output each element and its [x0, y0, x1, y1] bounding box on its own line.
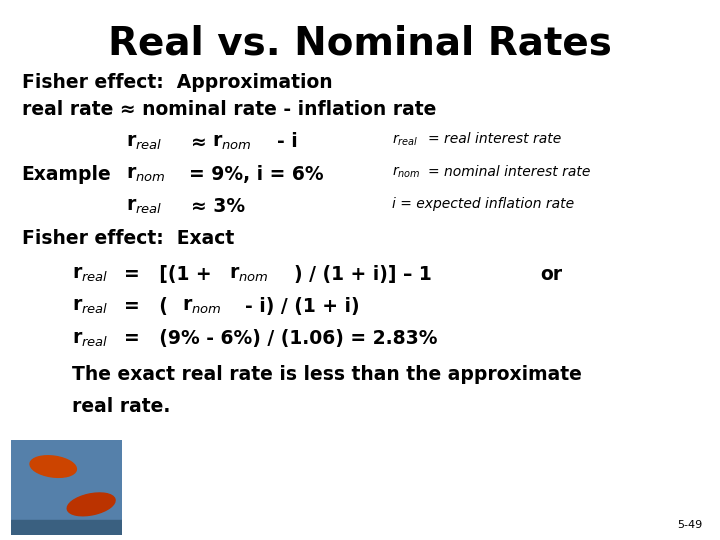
Text: =   (: = (: [124, 297, 168, 316]
Ellipse shape: [30, 456, 76, 477]
Text: Example: Example: [22, 165, 112, 184]
Text: Fisher effect:  Exact: Fisher effect: Exact: [22, 230, 234, 248]
Text: real rate ≈ nominal rate - inflation rate: real rate ≈ nominal rate - inflation rat…: [22, 100, 436, 119]
Text: The exact real rate is less than the approximate: The exact real rate is less than the app…: [72, 364, 582, 383]
Text: ≈: ≈: [191, 132, 207, 151]
Text: = nominal interest rate: = nominal interest rate: [428, 165, 591, 179]
Text: $\mathbf{r}_{real}$: $\mathbf{r}_{real}$: [72, 297, 109, 316]
Bar: [11, 521, 122, 535]
Text: 5-49: 5-49: [677, 520, 702, 530]
Text: Real vs. Nominal Rates: Real vs. Nominal Rates: [108, 24, 612, 62]
Ellipse shape: [67, 493, 115, 516]
Text: ≈ 3%: ≈ 3%: [191, 197, 245, 216]
Text: $\mathbf{r}_{real}$: $\mathbf{r}_{real}$: [126, 132, 163, 152]
Text: $\mathbf{r}_{nom}$: $\mathbf{r}_{nom}$: [212, 132, 252, 152]
Text: = 9%, i = 6%: = 9%, i = 6%: [189, 165, 324, 184]
Text: real rate.: real rate.: [72, 397, 171, 416]
Text: $r_{nom}$: $r_{nom}$: [392, 165, 421, 180]
Text: $\mathbf{r}_{nom}$: $\mathbf{r}_{nom}$: [126, 165, 166, 184]
Text: $\mathbf{r}_{real}$: $\mathbf{r}_{real}$: [126, 197, 163, 217]
Text: i = expected inflation rate: i = expected inflation rate: [392, 197, 575, 211]
Text: - i) / (1 + i): - i) / (1 + i): [245, 297, 359, 316]
Text: $\mathbf{r}_{nom}$: $\mathbf{r}_{nom}$: [229, 265, 269, 284]
Text: =   [(1 +: = [(1 +: [124, 265, 212, 284]
Text: $\mathbf{r}_{real}$: $\mathbf{r}_{real}$: [72, 329, 109, 349]
Text: or: or: [540, 265, 562, 284]
Text: $\mathbf{r}_{real}$: $\mathbf{r}_{real}$: [72, 265, 109, 284]
Text: =   (9% - 6%) / (1.06) = 2.83%: = (9% - 6%) / (1.06) = 2.83%: [124, 329, 437, 348]
Text: ) / (1 + i)] – 1: ) / (1 + i)] – 1: [294, 265, 431, 284]
Text: Fisher effect:  Approximation: Fisher effect: Approximation: [22, 73, 332, 92]
Text: $\mathbf{r}_{nom}$: $\mathbf{r}_{nom}$: [182, 297, 222, 316]
Text: - i: - i: [277, 132, 298, 151]
Text: = real interest rate: = real interest rate: [428, 132, 562, 146]
Text: $r_{real}$: $r_{real}$: [392, 132, 419, 148]
